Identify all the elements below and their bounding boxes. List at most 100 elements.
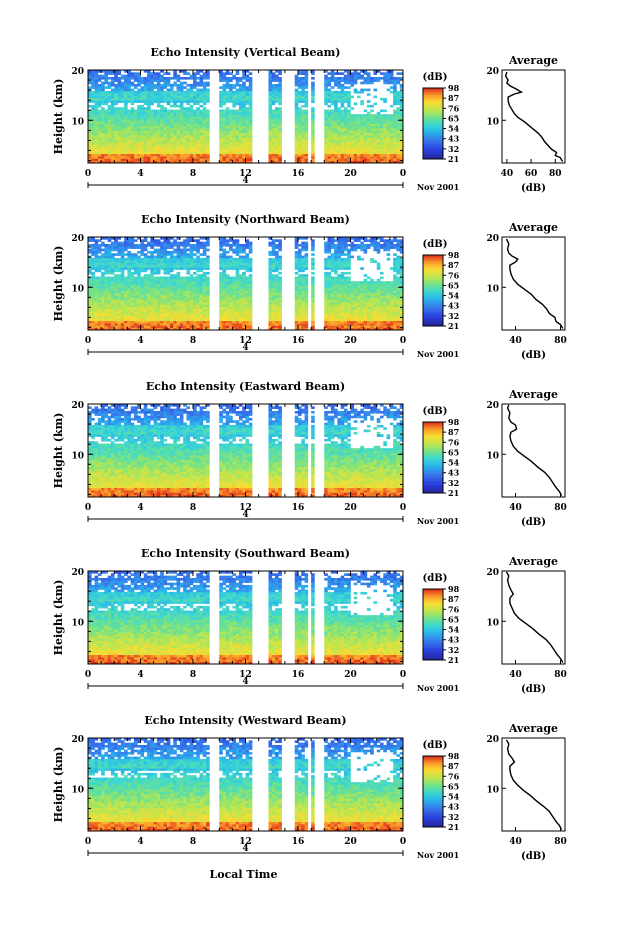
heatmap-cell (343, 130, 348, 134)
heatmap-cell (130, 255, 135, 259)
heatmap-cell (268, 241, 273, 245)
heatmap-cell (120, 116, 125, 120)
heatmap-cell (396, 144, 401, 148)
heatmap-cell (91, 109, 95, 113)
heatmap-cell (124, 290, 128, 294)
heatmap-cell (114, 123, 118, 127)
heatmap-cell (130, 81, 135, 85)
heatmap-cell (163, 278, 168, 282)
heatmap-cell (107, 271, 112, 275)
heatmap-cell (324, 86, 328, 89)
heatmap-cell (101, 144, 105, 148)
heatmap-cell (94, 325, 99, 328)
heatmap-cell (229, 323, 233, 326)
heatmap-cell (104, 325, 108, 328)
heatmap-cell (222, 278, 227, 282)
heatmap-cell (202, 100, 207, 103)
heatmap-cell (163, 260, 168, 263)
heatmap-cell (147, 160, 151, 164)
heatmap-cell (196, 146, 200, 150)
heatmap-cell (278, 309, 282, 312)
heatmap-cell (137, 302, 141, 305)
heatmap-cell (166, 320, 171, 324)
heatmap-cell (153, 125, 158, 129)
heatmap-cell (114, 107, 118, 110)
heatmap-cell (130, 100, 135, 103)
heatmap-cell (399, 95, 404, 99)
heatmap-cell (140, 269, 145, 273)
heatmap-cell (199, 316, 204, 319)
heatmap-cell (143, 276, 148, 280)
heatmap-cell (298, 146, 302, 150)
heatmap-cell (137, 116, 141, 120)
heatmap-cell (222, 102, 227, 106)
heatmap-cell (160, 83, 164, 87)
heatmap-cell (160, 327, 164, 331)
heatmap-cell (327, 116, 332, 120)
heatmap-cell (363, 109, 368, 113)
heatmap-cell (245, 142, 250, 145)
heatmap-cell (219, 237, 223, 240)
heatmap-cell (347, 146, 351, 150)
heatmap-cell (396, 107, 401, 110)
heatmap-cell (150, 269, 154, 273)
heatmap-cell (347, 158, 351, 161)
heatmap-cell (206, 139, 210, 143)
heatmap-cell (156, 243, 161, 247)
heatmap-cell (271, 100, 276, 103)
heatmap-cell (183, 118, 187, 122)
heatmap-cell (91, 320, 95, 324)
heatmap-cell (343, 111, 348, 115)
heatmap-cell (330, 130, 335, 134)
heatmap-cell (199, 269, 204, 273)
heatmap-cell (156, 241, 161, 245)
heatmap-cell (275, 278, 279, 282)
heatmap-cell (232, 323, 236, 326)
heatmap-cell (232, 264, 236, 268)
heatmap-cell (337, 100, 341, 103)
heatmap-cell (140, 160, 145, 164)
heatmap-cell (311, 128, 315, 131)
heatmap-cell (298, 107, 302, 110)
heatmap-cell (337, 121, 341, 124)
heatmap-cell (202, 151, 207, 155)
heatmap-cell (196, 158, 200, 161)
heatmap-cell (242, 246, 246, 249)
heatmap-cell (117, 125, 122, 129)
heatmap-cell (124, 76, 128, 80)
heatmap-cell (229, 97, 233, 101)
heatmap-cell (376, 151, 381, 155)
heatmap-cell (304, 118, 309, 122)
heatmap-cell (206, 239, 210, 242)
heatmap-cell (97, 246, 102, 249)
heatmap-cell (127, 290, 131, 294)
heatmap-cell (94, 295, 99, 298)
heatmap-cell (153, 76, 158, 80)
heatmap-cell (357, 130, 361, 134)
heatmap-cell (245, 253, 250, 256)
heatmap-cell (396, 123, 401, 127)
heatmap-cell (147, 95, 151, 99)
heatmap-cell (206, 271, 210, 275)
heatmap-cell (206, 130, 210, 134)
heatmap-cell (156, 271, 161, 275)
heatmap-cell (324, 137, 328, 141)
heatmap-cell (163, 320, 168, 324)
heatmap-cell (137, 285, 141, 289)
heatmap-cell (124, 306, 128, 310)
heatmap-cell (153, 278, 158, 282)
heatmap-cell (140, 137, 145, 141)
heatmap-cell (137, 306, 141, 310)
heatmap-cell (88, 130, 92, 134)
heatmap-cell (137, 125, 141, 129)
heatmap-cell (193, 130, 197, 134)
heatmap-cell (97, 121, 102, 124)
heatmap-cell (189, 88, 194, 92)
heatmap-cell (202, 132, 207, 136)
colorbar-cell (423, 137, 443, 140)
heatmap-cell (202, 327, 207, 331)
heatmap-cell (101, 274, 105, 277)
heatmap-cell (238, 83, 243, 87)
heatmap-cell (127, 125, 131, 129)
heatmap-cell (163, 269, 168, 273)
